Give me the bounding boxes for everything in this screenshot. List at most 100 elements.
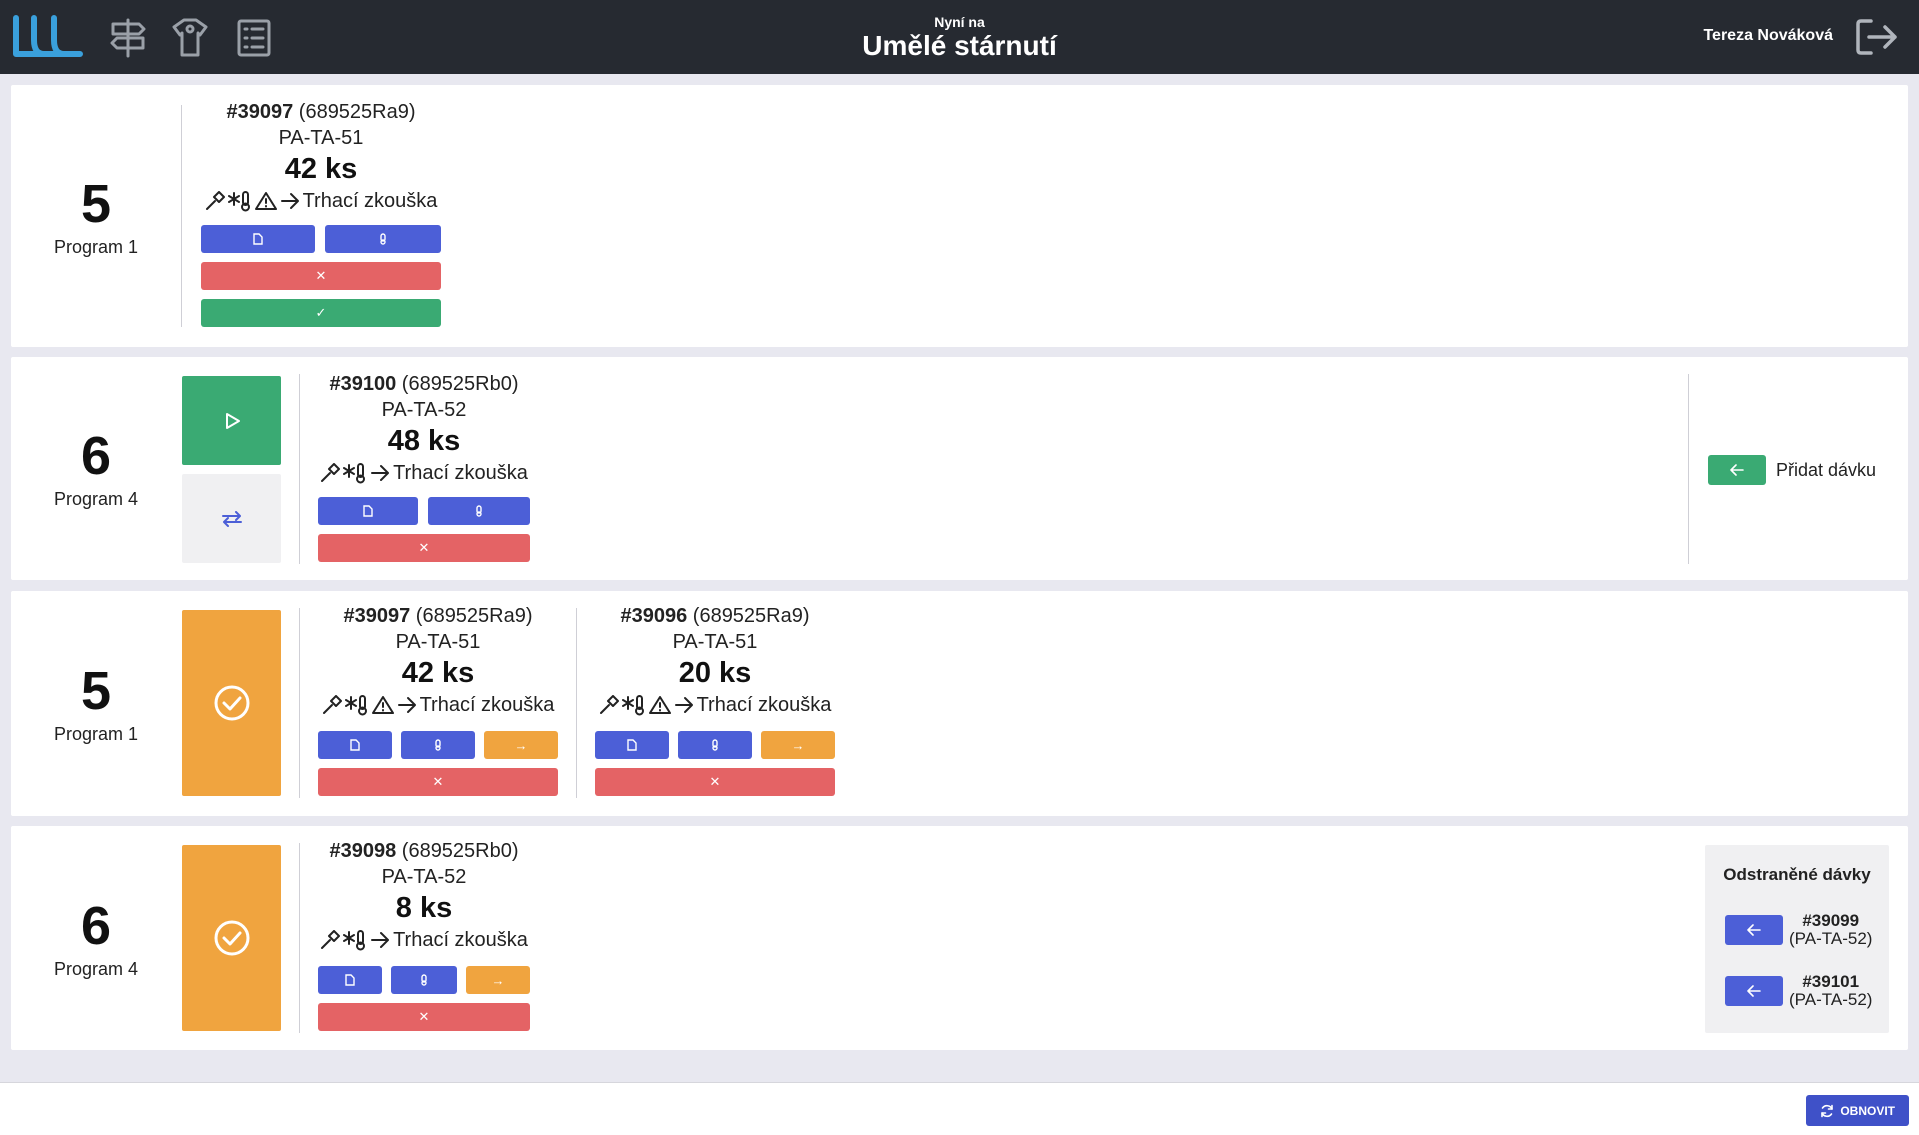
removed-batch-item: #39101 (PA-TA-52): [1725, 973, 1872, 1009]
hammer-icon: [205, 191, 225, 210]
restore-batch-button[interactable]: [1725, 915, 1783, 945]
remove-button[interactable]: ✕: [318, 1003, 530, 1031]
checklist-icon[interactable]: [232, 16, 276, 60]
arrow-right-icon: [371, 932, 390, 948]
snowflake-thermometer-icon: [343, 930, 366, 951]
batch-info: #39100 (689525Rb0) PA-TA-52 48 ks Trhací…: [318, 371, 530, 487]
slot-number: 6: [80, 895, 112, 956]
arrow-right-icon: [674, 697, 693, 713]
removed-batch-part: (PA-TA-52): [1789, 929, 1873, 948]
move-button[interactable]: →: [466, 966, 530, 994]
document-button[interactable]: [318, 966, 382, 994]
close-icon: ✕: [709, 774, 721, 789]
batch-id: #39097: [226, 101, 294, 123]
temperature-button[interactable]: [401, 731, 475, 759]
batch-id: #39097: [343, 605, 411, 627]
user-name: Tereza Nováková: [1703, 27, 1833, 44]
divider: [576, 608, 577, 798]
thermometer-icon: [380, 233, 386, 245]
chamber-slot: 6 Program 4: [11, 826, 181, 1050]
divider: [299, 843, 300, 1033]
check-icon: ✓: [315, 305, 327, 320]
hanger-icon[interactable]: [168, 16, 212, 60]
batch-code: (689525Ra9): [298, 101, 416, 123]
logout-icon[interactable]: [1855, 18, 1899, 56]
route-target: Trhací zkouška: [393, 462, 528, 484]
part-number: PA-TA-52: [381, 399, 467, 421]
add-batch-button[interactable]: [1708, 455, 1766, 485]
document-button[interactable]: [318, 497, 418, 525]
arrow-left-icon: [1747, 985, 1761, 997]
snowflake-thermometer-icon: [621, 695, 644, 716]
slot-number: 5: [80, 661, 112, 721]
batch-code: (689525Rb0): [401, 373, 519, 395]
signpost-icon[interactable]: [106, 16, 150, 60]
footer: OBNOVIT: [0, 1082, 1919, 1135]
quantity: 42 ks: [401, 657, 475, 689]
batch-id: #39098: [329, 840, 397, 862]
document-icon: [350, 739, 360, 751]
remove-button[interactable]: ✕: [318, 768, 558, 796]
app-logo[interactable]: [12, 14, 84, 62]
snowflake-thermometer-icon: [343, 463, 366, 484]
restore-batch-button[interactable]: [1725, 976, 1783, 1006]
part-number: PA-TA-51: [672, 631, 758, 653]
hammer-icon: [321, 930, 341, 949]
document-button[interactable]: [595, 731, 669, 759]
quantity: 8 ks: [395, 892, 453, 924]
divider: [299, 608, 300, 798]
removed-batch-id: #39099: [1802, 911, 1860, 930]
batch-info: #39097 (689525Ra9) PA-TA-51 42 ks Trhací…: [201, 99, 441, 215]
swap-button[interactable]: [182, 474, 281, 563]
quantity: 48 ks: [387, 425, 461, 457]
batch-id: #39096: [620, 605, 688, 627]
part-number: PA-TA-51: [395, 631, 481, 653]
check-circle-icon: [214, 685, 249, 721]
aging-card: 5 Program 1 #39097 (689525Ra9) PA-TA-51 …: [11, 591, 1908, 816]
move-button[interactable]: →: [761, 731, 835, 759]
aging-card: 5 Program 1 #39097 (689525Ra9) PA-TA-51 …: [11, 85, 1908, 347]
route-target: Trhací zkouška: [393, 929, 528, 951]
swap-icon: [221, 510, 242, 527]
arrow-right-icon: [371, 465, 390, 481]
program-label: Program 4: [53, 489, 139, 509]
divider: [299, 374, 300, 564]
close-icon: ✕: [418, 1009, 430, 1024]
route: Trhací zkouška: [201, 187, 441, 215]
route: Trhací zkouška: [318, 926, 530, 954]
move-button[interactable]: →: [484, 731, 558, 759]
chamber-slot: 5 Program 1: [11, 85, 181, 347]
temperature-button[interactable]: [428, 497, 530, 525]
refresh-button[interactable]: OBNOVIT: [1806, 1095, 1909, 1126]
hammer-icon: [599, 695, 619, 714]
arrow-left-icon: [1730, 464, 1744, 476]
confirm-button[interactable]: ✓: [201, 299, 441, 327]
completed-button[interactable]: [182, 845, 281, 1031]
removed-batches-panel: Odstraněné dávky #39099 (PA-TA-52) #3910…: [1705, 845, 1889, 1033]
start-button[interactable]: [182, 376, 281, 465]
document-button[interactable]: [201, 225, 315, 253]
page-subtitle: Nyní na: [934, 14, 985, 30]
batch-id: #39100: [329, 373, 397, 395]
warning-icon: [254, 192, 277, 210]
temperature-button[interactable]: [325, 225, 441, 253]
quantity: 20 ks: [678, 657, 752, 689]
remove-button[interactable]: ✕: [201, 262, 441, 290]
close-icon: ✕: [315, 268, 327, 283]
remove-button[interactable]: ✕: [595, 768, 835, 796]
temperature-button[interactable]: [678, 731, 752, 759]
snowflake-thermometer-icon: [344, 695, 367, 716]
route: Trhací zkouška: [318, 691, 558, 719]
document-button[interactable]: [318, 731, 392, 759]
route-target: Trhací zkouška: [302, 190, 438, 212]
batch-info: #39098 (689525Rb0) PA-TA-52 8 ks Trhací …: [318, 838, 530, 954]
thermometer-icon: [712, 739, 718, 751]
route: Trhací zkouška: [318, 459, 530, 487]
completed-button[interactable]: [182, 610, 281, 796]
remove-button[interactable]: ✕: [318, 534, 530, 562]
document-icon: [627, 739, 637, 751]
slot-number: 5: [80, 173, 112, 234]
program-label: Program 4: [53, 958, 139, 979]
temperature-button[interactable]: [391, 966, 457, 994]
page-title: Umělé stárnutí: [862, 30, 1057, 61]
